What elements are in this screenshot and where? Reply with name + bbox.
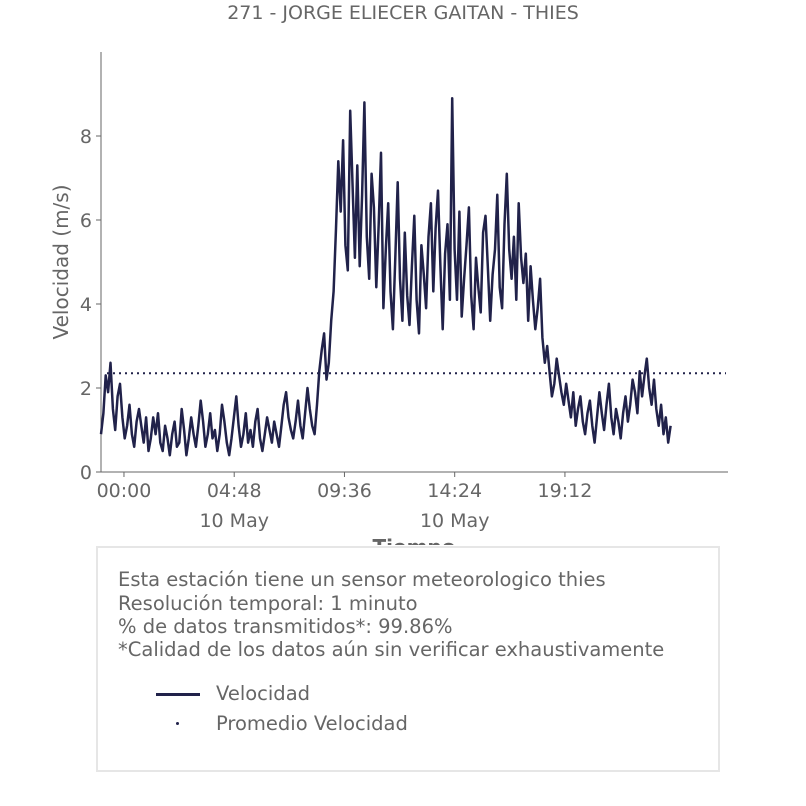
- x-tick-date: 10 May: [199, 510, 269, 532]
- x-tick-label: 09:36: [317, 480, 372, 502]
- x-tick-date: 10 May: [420, 510, 490, 532]
- x-tick-label: 00:00: [97, 480, 152, 502]
- y-tick-label: 2: [80, 378, 92, 400]
- plot-area: [99, 96, 726, 457]
- y-tick-label: 0: [80, 462, 92, 484]
- y-tick-label: 4: [80, 294, 92, 316]
- legend-line-swatch: [156, 693, 200, 696]
- tick-labels: 0 2 4 6 8 00:00 04:48 10 May 09:36 14:24 10 May 19:…: [80, 126, 592, 532]
- info-panel: Esta estación tiene un sensor meteorolog…: [96, 546, 720, 772]
- x-axis-label: Tiempo: [373, 535, 456, 545]
- legend-label-promedio: Promedio Velocidad: [216, 712, 408, 735]
- y-tick-label: 6: [80, 210, 92, 232]
- series-velocidad-line: [99, 96, 672, 457]
- chart-svg: 0 2 4 6 8 00:00 04:48 10 May 09:36 14:24 10 May 19:…: [49, 52, 728, 545]
- x-tick-label: 19:12: [538, 480, 593, 502]
- legend-dot-swatch: [176, 722, 179, 725]
- chart-title: 271 - JORGE ELIECER GAITAN - THIES: [227, 2, 579, 24]
- x-tick-label: 04:48: [207, 480, 262, 502]
- legend-label-velocidad: Velocidad: [216, 682, 311, 705]
- info-transmitted: % de datos transmitidos*: 99.86%: [118, 615, 453, 638]
- y-axis-label: Velocidad (m/s): [49, 184, 73, 339]
- info-quality-note: *Calidad de los datos aún sin verificar …: [118, 638, 665, 661]
- y-tick-label: 8: [80, 126, 92, 148]
- x-tick-label: 14:24: [427, 480, 482, 502]
- axes: [96, 52, 728, 477]
- info-sensor: Esta estación tiene un sensor meteorolog…: [118, 568, 606, 591]
- info-resolution: Resolución temporal: 1 minuto: [118, 592, 418, 615]
